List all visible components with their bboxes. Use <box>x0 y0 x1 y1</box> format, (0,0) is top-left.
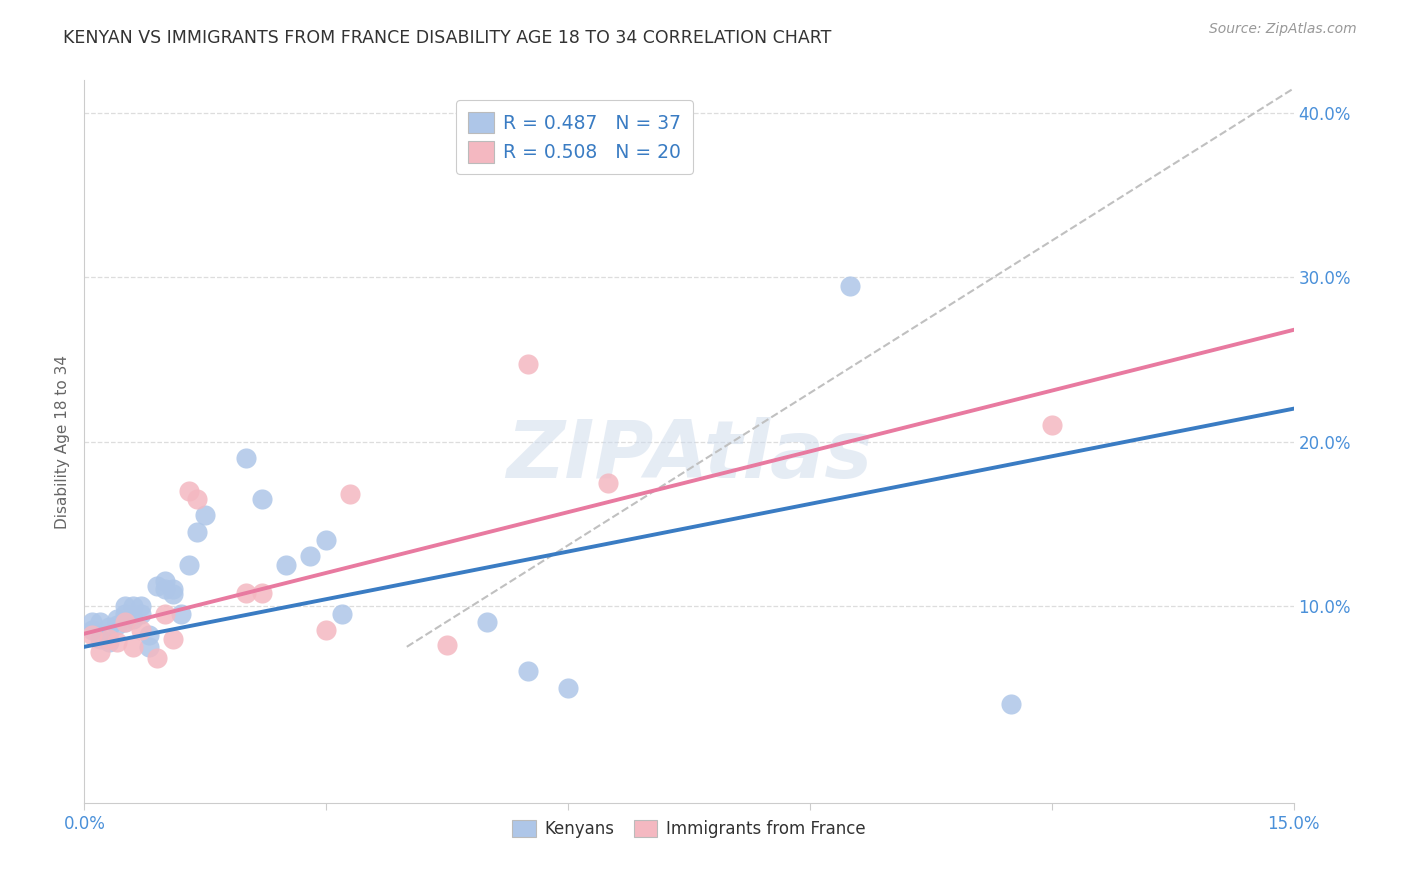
Point <box>105 635 128 649</box>
Point <box>186 491 208 506</box>
Point <box>299 549 322 564</box>
Point <box>97 620 120 634</box>
Point <box>105 618 128 632</box>
Point <box>129 607 152 621</box>
Point <box>129 599 152 613</box>
Point <box>315 533 337 547</box>
Point <box>235 450 257 465</box>
Point <box>516 357 538 371</box>
Point <box>114 607 136 621</box>
Point <box>436 638 458 652</box>
Point <box>162 632 184 646</box>
Point <box>250 491 273 506</box>
Point <box>179 558 201 572</box>
Text: ZIPAtlas: ZIPAtlas <box>506 417 872 495</box>
Point <box>557 681 579 695</box>
Y-axis label: Disability Age 18 to 34: Disability Age 18 to 34 <box>55 354 70 529</box>
Point <box>250 585 273 599</box>
Point <box>1000 698 1022 712</box>
Point <box>598 475 620 490</box>
Point <box>138 628 160 642</box>
Point <box>315 624 337 638</box>
Point <box>839 278 862 293</box>
Point <box>97 632 120 646</box>
Point <box>82 624 104 638</box>
Point <box>121 612 143 626</box>
Point <box>170 607 193 621</box>
Point <box>89 645 111 659</box>
Point <box>82 615 104 630</box>
Point <box>235 585 257 599</box>
Point <box>516 665 538 679</box>
Point <box>138 640 160 654</box>
Point <box>114 615 136 630</box>
Point <box>89 615 111 630</box>
Point <box>153 574 176 588</box>
Point <box>82 628 104 642</box>
Point <box>1040 418 1063 433</box>
Point <box>114 599 136 613</box>
Point <box>339 487 361 501</box>
Point <box>186 524 208 539</box>
Point <box>105 612 128 626</box>
Text: KENYAN VS IMMIGRANTS FROM FRANCE DISABILITY AGE 18 TO 34 CORRELATION CHART: KENYAN VS IMMIGRANTS FROM FRANCE DISABIL… <box>63 29 831 46</box>
Point <box>194 508 217 523</box>
Point <box>153 582 176 597</box>
Point <box>162 587 184 601</box>
Point <box>97 635 120 649</box>
Point <box>146 651 169 665</box>
Point <box>146 579 169 593</box>
Point <box>179 483 201 498</box>
Point <box>121 640 143 654</box>
Point <box>121 599 143 613</box>
Point <box>330 607 353 621</box>
Point <box>129 624 152 638</box>
Point <box>114 615 136 630</box>
Point <box>153 607 176 621</box>
Point <box>162 582 184 597</box>
Point <box>477 615 499 630</box>
Point <box>274 558 297 572</box>
Legend: Kenyans, Immigrants from France: Kenyans, Immigrants from France <box>506 814 872 845</box>
Point <box>89 632 111 646</box>
Text: Source: ZipAtlas.com: Source: ZipAtlas.com <box>1209 22 1357 37</box>
